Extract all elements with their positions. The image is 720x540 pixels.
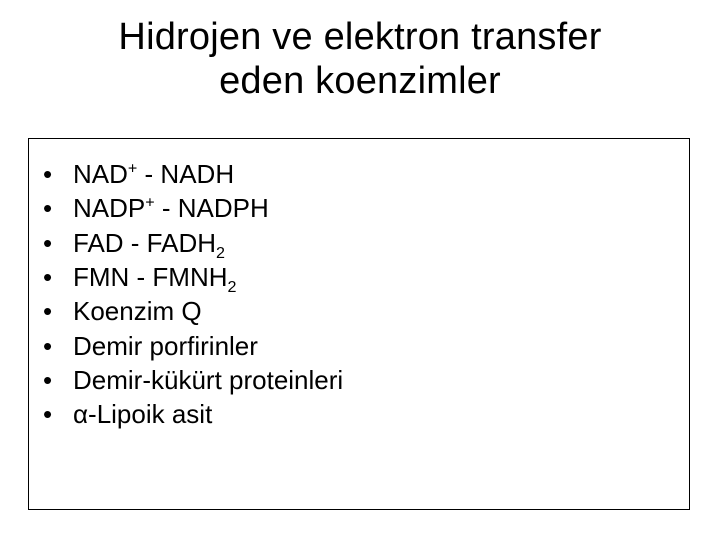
list-item: NADP+ - NADPH	[37, 191, 681, 225]
item-text-post: - NADPH	[155, 193, 269, 223]
coenzyme-list: NAD+ - NADH NADP+ - NADPH FAD - FADH2 FM…	[37, 157, 681, 432]
list-item: FAD - FADH2	[37, 226, 681, 260]
item-text-post: - NADH	[137, 159, 234, 189]
list-item: Demir porfirinler	[37, 329, 681, 363]
list-item: NAD+ - NADH	[37, 157, 681, 191]
list-item: Demir-kükürt proteinleri	[37, 363, 681, 397]
item-text-pre: Demir porfirinler	[73, 331, 258, 361]
slide-title: Hidrojen ve elektron transfer eden koenz…	[0, 0, 720, 103]
content-box: NAD+ - NADH NADP+ - NADPH FAD - FADH2 FM…	[28, 138, 690, 510]
title-line-1: Hidrojen ve elektron transfer	[118, 16, 601, 58]
list-item: Koenzim Q	[37, 294, 681, 328]
item-sup: +	[128, 159, 137, 177]
item-text-pre: Koenzim Q	[73, 296, 202, 326]
item-text-pre: α-Lipoik asit	[73, 399, 212, 429]
title-line-2: eden koenzimler	[219, 60, 501, 102]
item-sup: +	[145, 194, 154, 212]
list-item: FMN - FMNH2	[37, 260, 681, 294]
list-item: α-Lipoik asit	[37, 397, 681, 431]
item-text-pre: NADP	[73, 193, 145, 223]
item-text-pre: FMN - FMNH	[73, 262, 228, 292]
item-text-pre: Demir-kükürt proteinleri	[73, 365, 343, 395]
item-text-pre: FAD - FADH	[73, 228, 216, 258]
item-text-pre: NAD	[73, 159, 128, 189]
